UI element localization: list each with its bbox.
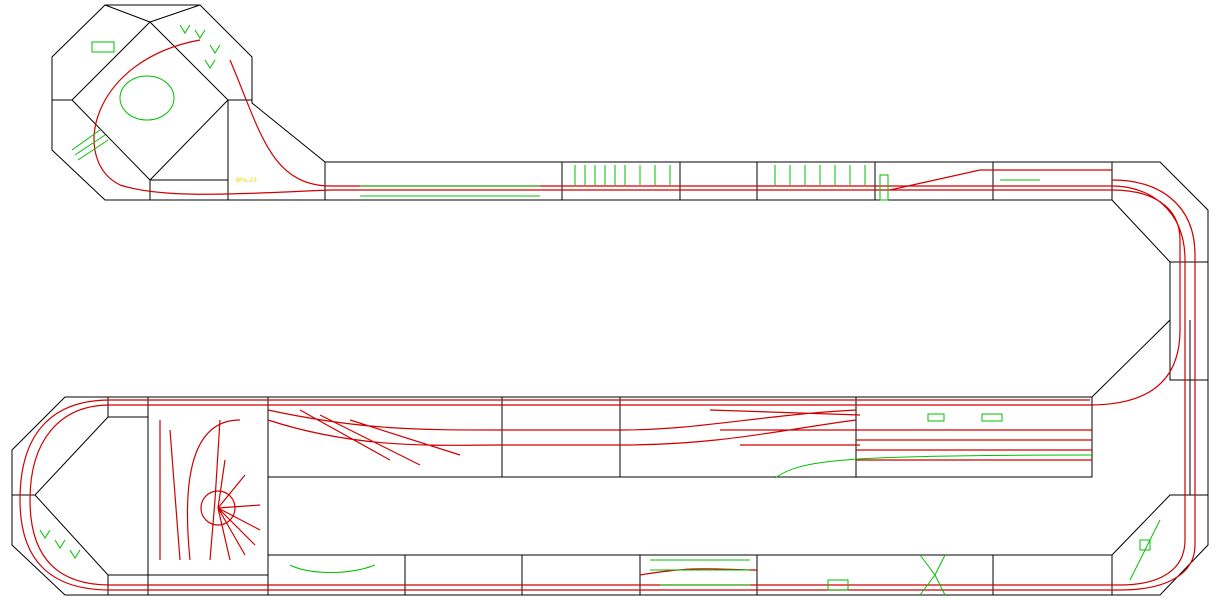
sidings (639, 169, 1112, 576)
modules (11, 4, 1209, 596)
building (91, 41, 115, 53)
module-dividers (404, 555, 994, 595)
platform (879, 174, 889, 201)
module-top-left (51, 4, 326, 201)
module-label: Bhs-23 (236, 177, 257, 184)
tracks (19, 39, 1196, 591)
module-dividers (501, 261, 1208, 496)
diamond (71, 21, 229, 181)
module-top (324, 161, 1113, 201)
turntable (200, 490, 236, 526)
building (981, 413, 1003, 422)
scenery (39, 24, 1161, 596)
module-dividers (561, 162, 994, 200)
track-loop (93, 39, 331, 195)
track-main (29, 59, 1186, 586)
building (827, 579, 849, 591)
pond (119, 75, 175, 121)
trees (39, 24, 750, 586)
scenery-lines (71, 129, 1161, 596)
building (927, 413, 945, 422)
module-bottom (267, 554, 1113, 596)
building (1139, 539, 1151, 551)
module-right (267, 161, 1209, 596)
module-dividers (52, 4, 252, 200)
turntable-spokes (217, 459, 261, 561)
module-bottom-left (11, 396, 269, 596)
track-outer (19, 179, 1196, 591)
shed-tracks (159, 419, 241, 561)
yard-tracks (267, 409, 1092, 466)
